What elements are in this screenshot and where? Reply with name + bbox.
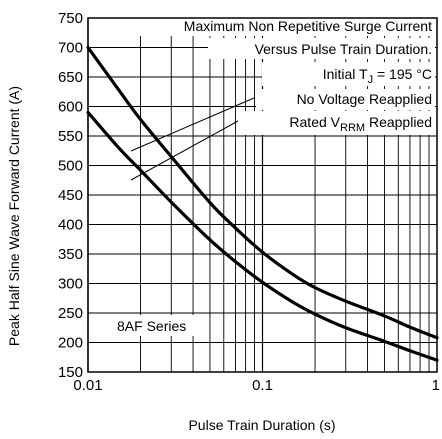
series-line-rated-vrrm-reapplied [86, 110, 439, 362]
temp-box [262, 62, 435, 86]
title-box-2 [208, 38, 435, 59]
y-axis-title: Peak Half Sine Wave Forward Current (A) [6, 86, 22, 346]
y-tick-label: 500 [58, 158, 83, 175]
x-tick-label: 0.01 [73, 377, 102, 394]
y-tick-label: 200 [58, 335, 83, 352]
rated-vrrm-reapplied-label: Rated VRRM Reapplied [289, 114, 432, 134]
series-line-no-voltage-reapplied [86, 45, 439, 340]
y-tick-label: 550 [58, 128, 83, 145]
no-voltage-box [256, 89, 435, 110]
y-tick-label: 650 [58, 69, 83, 86]
rated-box [240, 111, 435, 135]
y-tick-label: 700 [58, 40, 83, 57]
y-tick-label: 150 [58, 364, 83, 381]
tick-labels: 150 200 250 300 350 400 450 500 550 600 650 700 750 0… [58, 10, 440, 394]
rated-leader [130, 120, 239, 181]
no-voltage-leader [130, 97, 255, 152]
y-tick-label: 300 [58, 276, 83, 293]
title-box-1 [117, 15, 435, 36]
x-tick-label: 0.1 [252, 377, 273, 394]
initial-temperature-label: Initial TJ = 195 °C [323, 66, 432, 86]
plot-frame [87, 17, 438, 373]
series-box [114, 315, 202, 336]
y-tick-label: 600 [58, 99, 83, 116]
chart-title-line2: Versus Pulse Train Duration. [255, 41, 432, 57]
series-label: 8AF Series [117, 318, 186, 334]
y-tick-label: 250 [58, 305, 83, 322]
no-voltage-reapplied-label: No Voltage Reapplied [297, 91, 432, 107]
x-tick-label: 1 [432, 377, 440, 394]
y-tick-label: 750 [58, 10, 83, 27]
x-axis-title: Pulse Train Duration (s) [188, 417, 335, 433]
y-tick-label: 450 [58, 187, 83, 204]
data-curves [86, 45, 439, 362]
y-tick-label: 350 [58, 246, 83, 263]
y-tick-label: 400 [58, 217, 83, 234]
chart-title-line1: Maximum Non Repetitive Surge Current [184, 18, 432, 34]
